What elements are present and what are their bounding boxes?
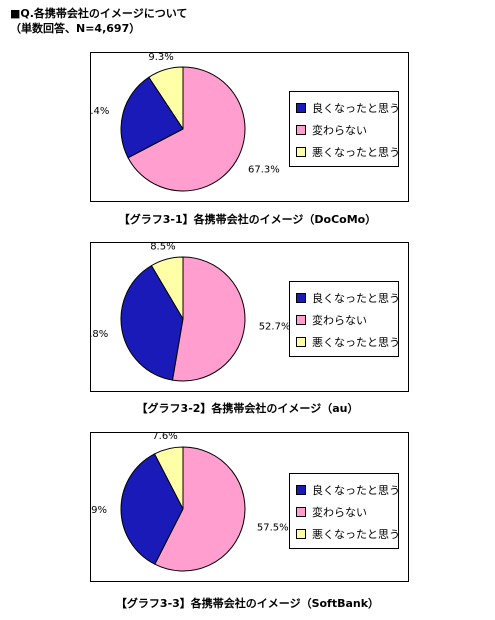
chart-caption-au: 【グラフ3-2】各携帯会社のイメージ（au） xyxy=(136,402,359,415)
pie-chart-au: 8.5% 38.8% 52.7% 良くなったと思う 変わらない 悪くなったと思う xyxy=(90,242,409,392)
legend-item-bad: 悪くなったと思う xyxy=(296,141,400,163)
legend-au: 良くなったと思う 変わらない 悪くなったと思う xyxy=(289,281,400,357)
slice-good xyxy=(120,264,184,381)
label-same: 52.7% xyxy=(259,321,291,332)
label-bad: 8.5% xyxy=(150,243,175,253)
legend-label: 良くなったと思う xyxy=(312,484,400,497)
legend-label: 良くなったと思う xyxy=(312,102,400,115)
legend-swatch-good xyxy=(296,485,306,495)
pie-chart-docomo: 9.3% 23.4% 67.3% 良くなったと思う 変わらない 悪くなったと思う xyxy=(90,52,409,202)
header: ■Q.各携帯会社のイメージについて （単数回答、N=4,697） xyxy=(10,6,187,36)
slice-good xyxy=(120,76,184,159)
legend-item-good: 良くなったと思う xyxy=(296,97,400,119)
slice-same xyxy=(154,446,246,572)
legend-softbank: 良くなったと思う 変わらない 悪くなったと思う xyxy=(289,473,400,549)
legend-docomo: 良くなったと思う 変わらない 悪くなったと思う xyxy=(289,91,400,167)
label-good: 23.4% xyxy=(91,106,109,117)
legend-swatch-bad xyxy=(296,337,306,347)
legend-swatch-good xyxy=(296,293,306,303)
legend-swatch-same xyxy=(296,125,306,135)
legend-label: 悪くなったと思う xyxy=(312,146,400,159)
legend-item-good: 良くなったと思う xyxy=(296,287,400,309)
legend-item-bad: 悪くなったと思う xyxy=(296,523,400,545)
legend-item-same: 変わらない xyxy=(296,119,398,141)
label-bad: 9.3% xyxy=(148,53,173,63)
legend-item-same: 変わらない xyxy=(296,309,398,331)
pie-chart-softbank: 7.6% 34.9% 57.5% 良くなったと思う 変わらない 悪くなったと思う xyxy=(90,432,409,582)
legend-swatch-bad xyxy=(296,529,306,539)
slice-good xyxy=(120,453,184,565)
legend-label: 悪くなったと思う xyxy=(312,336,400,349)
legend-swatch-bad xyxy=(296,147,306,157)
page-subtitle: （単数回答、N=4,697） xyxy=(10,22,141,35)
chart-caption-softbank: 【グラフ3-3】各携帯会社のイメージ（SoftBank） xyxy=(115,597,380,610)
legend-label: 変わらない xyxy=(312,314,367,327)
pie-svg-au: 8.5% 38.8% 52.7% xyxy=(91,243,291,382)
legend-swatch-good xyxy=(296,103,306,113)
legend-item-good: 良くなったと思う xyxy=(296,479,400,501)
page-title: ■Q.各携帯会社のイメージについて xyxy=(10,7,188,20)
label-same: 67.3% xyxy=(248,164,280,175)
legend-swatch-same xyxy=(296,507,306,517)
pie-svg-softbank: 7.6% 34.9% 57.5% xyxy=(91,433,289,572)
label-good: 34.9% xyxy=(91,505,107,516)
legend-item-same: 変わらない xyxy=(296,501,398,523)
legend-label: 変わらない xyxy=(312,124,367,137)
legend-label: 変わらない xyxy=(312,506,367,519)
pie-svg-docomo: 9.3% 23.4% 67.3% xyxy=(91,53,280,192)
legend-swatch-same xyxy=(296,315,306,325)
label-same: 57.5% xyxy=(257,523,289,534)
label-bad: 7.6% xyxy=(152,433,177,442)
chart-caption-docomo: 【グラフ3-1】各携帯会社のイメージ（DoCoMo） xyxy=(118,213,377,226)
slice-same xyxy=(127,66,246,192)
label-good: 38.8% xyxy=(91,329,108,340)
slice-same xyxy=(171,256,246,382)
legend-item-bad: 悪くなったと思う xyxy=(296,331,400,353)
legend-label: 良くなったと思う xyxy=(312,292,400,305)
legend-label: 悪くなったと思う xyxy=(312,528,400,541)
